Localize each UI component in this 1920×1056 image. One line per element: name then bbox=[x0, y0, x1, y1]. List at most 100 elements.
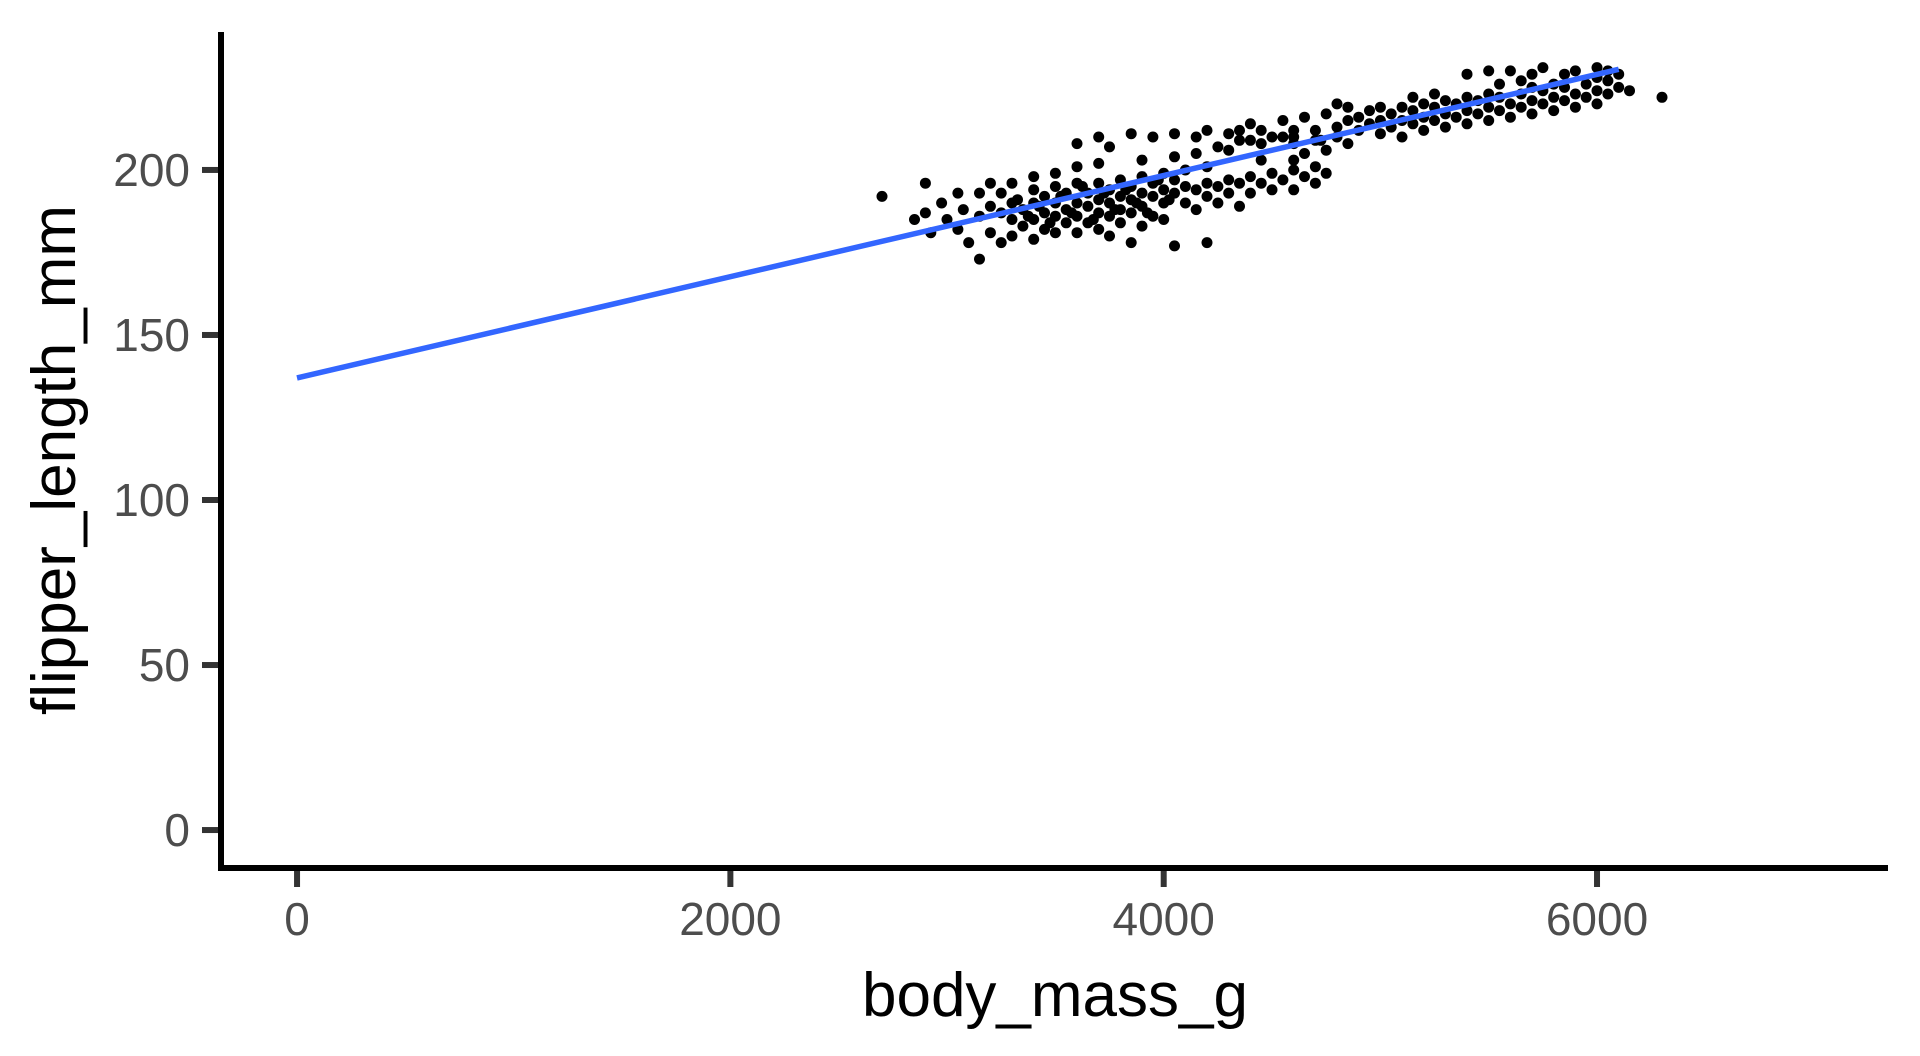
data-point bbox=[957, 204, 969, 216]
data-point bbox=[1071, 210, 1083, 222]
data-point bbox=[1559, 68, 1570, 80]
data-point bbox=[1320, 108, 1332, 120]
data-point bbox=[1071, 161, 1083, 173]
data-point bbox=[1060, 217, 1072, 229]
data-point bbox=[1093, 223, 1105, 235]
data-point bbox=[1082, 200, 1094, 212]
data-point bbox=[1396, 101, 1408, 113]
data-point bbox=[1234, 134, 1245, 146]
data-point bbox=[1234, 177, 1245, 189]
data-point bbox=[974, 253, 985, 265]
data-point bbox=[1613, 81, 1625, 93]
data-point bbox=[1017, 220, 1029, 232]
data-point bbox=[1580, 91, 1592, 103]
data-point bbox=[1201, 190, 1213, 202]
data-point bbox=[1212, 197, 1224, 209]
data-point bbox=[1515, 75, 1527, 87]
data-point bbox=[1342, 138, 1354, 150]
data-point bbox=[1353, 111, 1365, 123]
data-point bbox=[1158, 184, 1170, 196]
data-point bbox=[1169, 128, 1180, 140]
data-point bbox=[1364, 105, 1375, 117]
data-point bbox=[1515, 101, 1527, 113]
data-point bbox=[919, 207, 931, 219]
data-point bbox=[1591, 62, 1603, 74]
data-point bbox=[1331, 121, 1343, 133]
data-point bbox=[1147, 190, 1159, 202]
data-point bbox=[1656, 91, 1668, 103]
data-point bbox=[1439, 95, 1451, 107]
data-point bbox=[1169, 187, 1180, 199]
data-point bbox=[1049, 210, 1061, 222]
data-point bbox=[1591, 98, 1603, 110]
data-point bbox=[984, 227, 996, 239]
data-point bbox=[1504, 111, 1516, 123]
data-point bbox=[1483, 65, 1495, 77]
y-tick-label: 150 bbox=[113, 309, 190, 361]
data-point bbox=[1504, 98, 1516, 110]
data-point bbox=[1028, 171, 1040, 183]
data-point bbox=[1244, 118, 1256, 130]
data-point bbox=[1169, 151, 1180, 163]
data-point bbox=[1537, 98, 1549, 110]
data-point bbox=[876, 190, 888, 202]
data-point bbox=[1028, 233, 1040, 245]
data-point bbox=[1277, 131, 1289, 143]
data-point bbox=[1374, 101, 1386, 113]
data-point bbox=[1223, 128, 1235, 140]
data-point bbox=[1429, 115, 1440, 126]
data-point bbox=[909, 214, 920, 225]
data-point bbox=[1548, 91, 1560, 103]
data-point bbox=[1201, 177, 1213, 189]
data-point bbox=[1190, 131, 1202, 143]
data-point bbox=[1223, 144, 1235, 156]
data-point bbox=[1212, 141, 1224, 153]
data-point bbox=[1624, 85, 1635, 97]
data-point bbox=[1288, 124, 1300, 136]
data-point bbox=[1407, 118, 1419, 130]
data-point bbox=[919, 177, 931, 189]
data-point bbox=[995, 187, 1007, 199]
x-tick-label: 0 bbox=[284, 893, 310, 945]
data-point bbox=[1093, 207, 1105, 219]
data-point bbox=[1071, 138, 1083, 150]
data-point bbox=[1266, 167, 1278, 179]
data-point bbox=[1147, 210, 1159, 222]
data-point bbox=[1028, 214, 1040, 225]
data-point bbox=[1288, 184, 1300, 196]
data-point bbox=[1299, 111, 1310, 123]
data-point bbox=[1244, 171, 1256, 183]
data-point bbox=[1071, 227, 1083, 239]
data-point bbox=[1407, 91, 1419, 103]
data-point bbox=[1309, 161, 1321, 173]
data-point bbox=[936, 197, 948, 209]
data-point bbox=[1223, 187, 1235, 199]
data-point bbox=[1244, 134, 1256, 146]
data-point bbox=[1169, 174, 1180, 186]
trend-line bbox=[296, 66, 1620, 381]
data-point bbox=[1548, 105, 1560, 117]
trend-layer bbox=[296, 66, 1620, 381]
data-point bbox=[974, 187, 985, 199]
data-point bbox=[1309, 177, 1321, 189]
data-point bbox=[1125, 207, 1137, 219]
data-point bbox=[1461, 68, 1473, 80]
data-point bbox=[1028, 184, 1040, 196]
data-point bbox=[1244, 187, 1256, 199]
data-point bbox=[1212, 181, 1224, 192]
x-tick-label: 2000 bbox=[679, 893, 781, 945]
data-point bbox=[1299, 148, 1310, 159]
data-point bbox=[1006, 177, 1018, 189]
data-point bbox=[1201, 124, 1213, 136]
data-point bbox=[1569, 65, 1581, 77]
data-point bbox=[1114, 204, 1126, 216]
data-point bbox=[1136, 154, 1148, 166]
points-layer bbox=[876, 62, 1668, 265]
x-tick-label: 6000 bbox=[1546, 893, 1648, 945]
data-point bbox=[1169, 240, 1180, 252]
axes-layer: 0 2000 4000 6000 0 50 100 150 200 bbox=[113, 32, 1888, 945]
data-point bbox=[1125, 128, 1137, 140]
data-point bbox=[1125, 237, 1137, 249]
data-point bbox=[1331, 98, 1343, 110]
data-point bbox=[1591, 85, 1603, 97]
